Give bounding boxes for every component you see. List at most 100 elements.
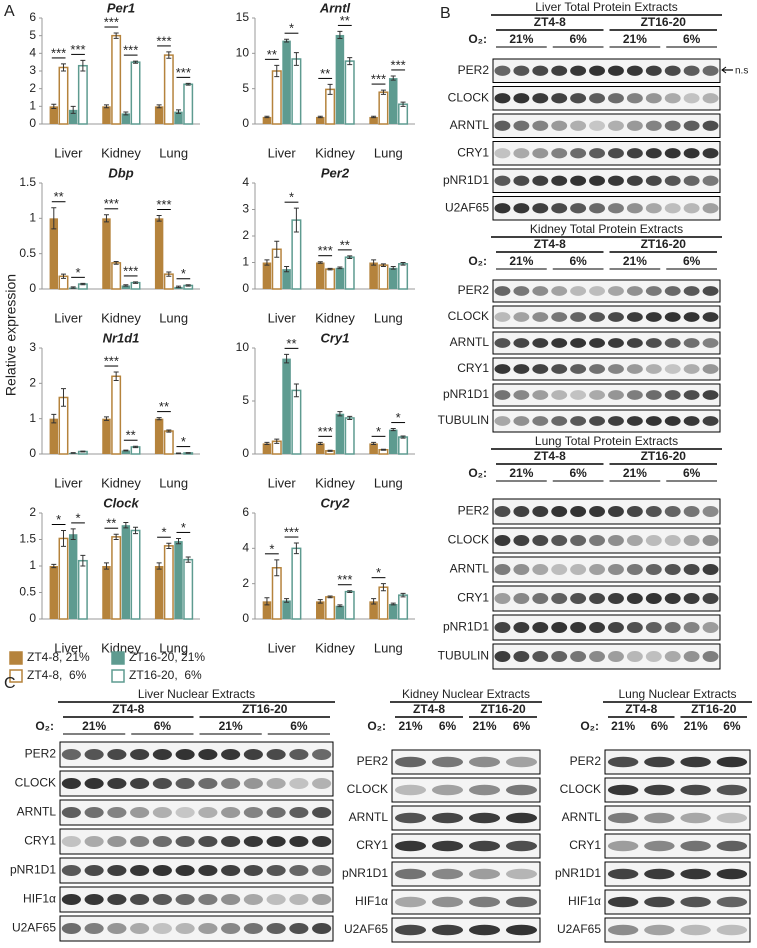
bar	[388, 429, 398, 454]
bar	[49, 106, 59, 124]
band	[312, 923, 332, 934]
error-bar	[274, 559, 280, 577]
band	[431, 924, 464, 936]
bar	[378, 264, 389, 290]
error-bar	[133, 526, 139, 535]
membrane	[492, 498, 721, 525]
error-bar	[337, 266, 343, 270]
error-bar	[317, 441, 323, 445]
y-tick-label: 3	[29, 63, 36, 77]
band	[702, 506, 719, 517]
band	[664, 65, 681, 76]
chart-title: Clock	[103, 495, 139, 510]
o2-value: 6%	[683, 254, 701, 268]
significance-label: *	[161, 525, 166, 540]
band	[513, 506, 530, 517]
band	[589, 564, 605, 575]
band	[494, 65, 511, 76]
group-label: ZT4-8	[112, 702, 144, 716]
band	[289, 807, 309, 818]
band	[664, 203, 681, 214]
error-bar	[284, 38, 290, 43]
band	[626, 593, 643, 604]
band	[702, 286, 719, 296]
error-bar	[70, 452, 76, 454]
o2-value: 21%	[684, 719, 708, 733]
bar	[58, 537, 69, 620]
band	[532, 120, 549, 131]
error-bar	[103, 562, 109, 570]
error-bar	[103, 214, 109, 223]
o2-label: O₂:	[580, 719, 599, 733]
band	[513, 535, 530, 546]
significance-label: ***	[318, 243, 333, 258]
row-label: CLOCK	[448, 309, 489, 323]
band	[152, 865, 172, 876]
significance-label: *	[181, 520, 186, 535]
row-label: pNR1D1	[555, 866, 601, 880]
band	[221, 836, 241, 847]
band	[626, 93, 643, 104]
significance-label: ***	[123, 263, 138, 278]
band	[551, 148, 568, 159]
band	[716, 868, 748, 880]
band	[626, 416, 643, 426]
membrane	[59, 828, 334, 855]
error-bar	[390, 75, 396, 81]
band	[626, 286, 643, 296]
band	[589, 175, 605, 186]
error-bar	[293, 383, 299, 398]
band	[683, 93, 700, 104]
band	[608, 390, 624, 400]
significance-label: *	[75, 510, 80, 525]
chart-title: Per1	[107, 0, 135, 15]
error-bar	[80, 450, 86, 453]
group-label: ZT16-20	[480, 702, 526, 716]
band	[683, 416, 700, 426]
band	[645, 593, 662, 604]
membrane	[492, 383, 721, 407]
row-label: ARNTL	[349, 810, 389, 824]
band	[645, 390, 662, 400]
bar	[388, 603, 398, 619]
membrane	[59, 741, 334, 768]
error-bar	[176, 109, 182, 114]
error-bar	[274, 240, 280, 258]
legend-swatch	[111, 651, 125, 665]
error-bar	[166, 429, 172, 433]
band	[626, 364, 643, 374]
band	[494, 175, 511, 186]
band	[394, 840, 427, 852]
membrane	[492, 113, 721, 138]
band	[645, 338, 662, 348]
band	[513, 564, 530, 575]
bar	[262, 116, 272, 124]
band	[664, 120, 681, 131]
o2-value: 21%	[611, 719, 635, 733]
bar	[369, 116, 378, 124]
bar	[111, 536, 122, 620]
band	[570, 65, 587, 76]
band	[702, 622, 719, 633]
bar	[49, 218, 59, 289]
bar	[282, 40, 291, 124]
membrane	[492, 585, 721, 612]
membrane	[604, 833, 751, 859]
chart-title: Arntl	[319, 0, 351, 15]
band	[266, 923, 286, 934]
band	[702, 338, 719, 348]
row-label: ARNTL	[562, 810, 602, 824]
x-tick-label: Liver	[54, 310, 83, 325]
band	[107, 836, 127, 847]
band	[551, 312, 568, 322]
band	[608, 564, 624, 575]
error-bar	[51, 413, 57, 424]
band	[683, 312, 700, 322]
band	[683, 622, 700, 633]
band	[221, 807, 241, 818]
band	[716, 756, 748, 768]
bar	[102, 566, 111, 619]
significance-label: *	[289, 21, 294, 36]
band	[607, 924, 639, 936]
panel-label: B	[440, 5, 451, 22]
